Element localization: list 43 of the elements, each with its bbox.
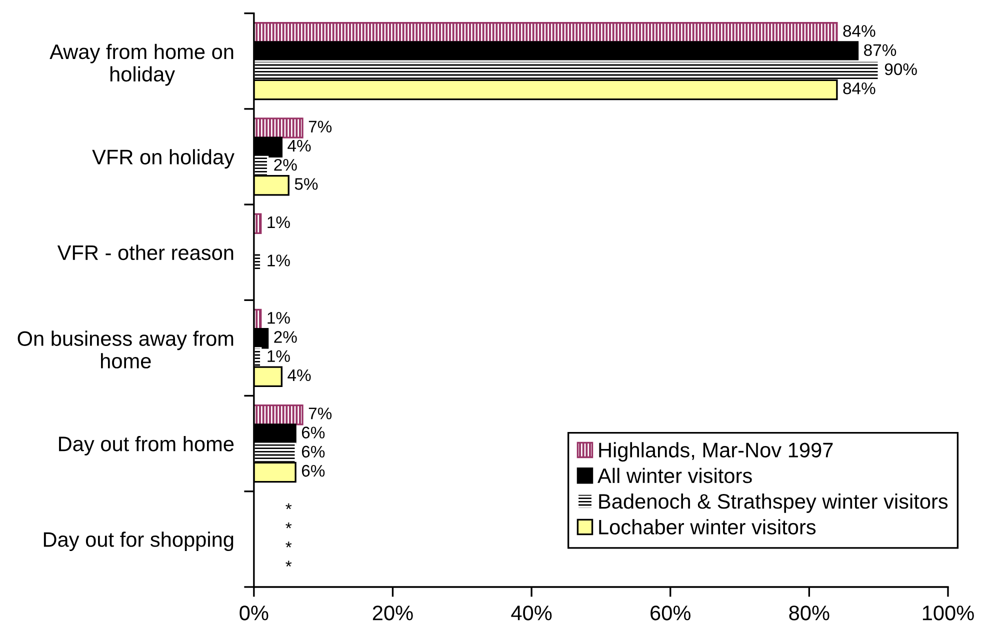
data-label: 1% bbox=[268, 216, 290, 228]
bar bbox=[254, 22, 838, 43]
bar bbox=[254, 213, 262, 234]
data-label: 87% bbox=[864, 44, 896, 56]
bar bbox=[254, 404, 304, 426]
data-label: 4% bbox=[288, 369, 311, 382]
y-tick-label: Day out for shopping bbox=[44, 532, 234, 552]
annotation: * bbox=[286, 503, 292, 510]
x-tick-label: 20% bbox=[372, 606, 413, 620]
data-label: 1% bbox=[268, 254, 290, 266]
data-label: 1% bbox=[268, 350, 290, 362]
annotation: * bbox=[286, 542, 292, 548]
data-label: 6% bbox=[302, 426, 325, 438]
x-tick-label: 40% bbox=[511, 606, 552, 620]
data-label: 2% bbox=[274, 331, 297, 343]
bar bbox=[254, 118, 304, 138]
bar bbox=[254, 442, 296, 464]
annotation: * bbox=[286, 522, 292, 528]
data-label: 6% bbox=[302, 446, 325, 458]
y-tick-label: Day out from home bbox=[59, 436, 234, 456]
data-label: 1% bbox=[268, 312, 290, 324]
data-label: 84% bbox=[843, 82, 876, 94]
x-tick-label: 100% bbox=[922, 606, 974, 620]
y-tick-label: VFR on holiday bbox=[92, 149, 234, 169]
data-label: 6% bbox=[302, 464, 325, 477]
y-tick-label: VFR - other reason bbox=[57, 244, 234, 260]
legend-label: Badenoch & Strathspey winter visitors bbox=[599, 494, 948, 513]
x-tick-label: 80% bbox=[789, 606, 830, 620]
data-label: 90% bbox=[884, 63, 917, 76]
y-tick-label: Away from home on holiday bbox=[50, 44, 234, 86]
legend-label: Highlands, Mar-Nov 1997 bbox=[599, 442, 833, 462]
x-tick-label: 60% bbox=[650, 606, 690, 620]
data-label: 7% bbox=[308, 120, 332, 132]
data-label: 84% bbox=[843, 25, 876, 37]
data-label: 2% bbox=[274, 158, 297, 171]
data-label: 7% bbox=[308, 408, 332, 420]
x-tick-label: 0% bbox=[240, 606, 268, 620]
y-tick-label: On business away from home bbox=[18, 330, 234, 368]
legend-label: Lochaber winter visitors bbox=[599, 519, 816, 534]
legend-label: All winter visitors bbox=[598, 468, 752, 484]
annotation: * bbox=[286, 560, 292, 567]
data-label: 4% bbox=[288, 140, 311, 152]
data-label: 5% bbox=[294, 178, 318, 190]
